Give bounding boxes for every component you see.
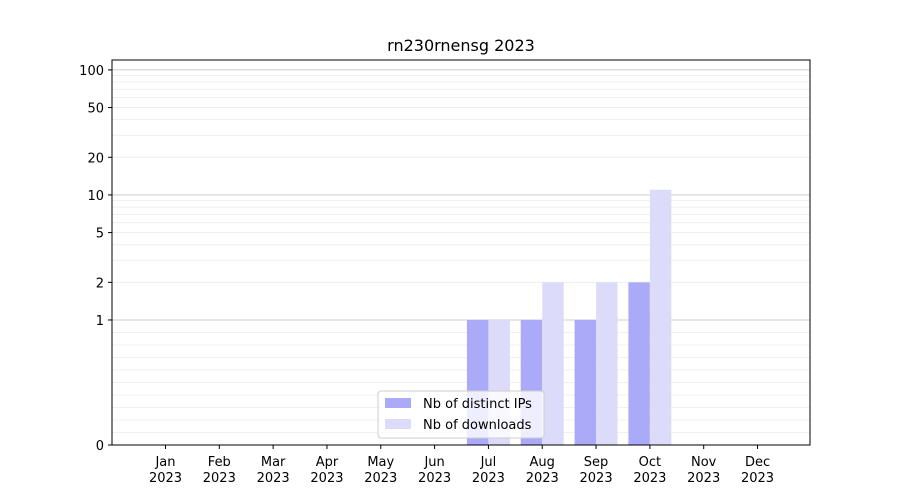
bar-downloads — [542, 282, 564, 445]
y-tick-label: 20 — [87, 151, 104, 166]
x-tick-label-year: 2023 — [633, 471, 666, 486]
bar-downloads — [649, 189, 672, 445]
x-tick-label-year: 2023 — [418, 471, 451, 486]
legend-label-downloads: Nb of downloads — [423, 418, 532, 433]
y-tick-label: 1 — [96, 314, 104, 329]
chart-title: rn230rnensg 2023 — [387, 36, 535, 55]
x-tick-label-year: 2023 — [687, 471, 720, 486]
x-tick-label-month: Aug — [530, 455, 555, 470]
legend-swatch-distinct-ips — [385, 398, 411, 408]
x-tick-label-year: 2023 — [580, 471, 613, 486]
x-tick-label-year: 2023 — [257, 471, 290, 486]
y-tick-label: 100 — [79, 64, 104, 79]
bar-distinct-ips — [628, 282, 650, 445]
x-tick-label-year: 2023 — [310, 471, 343, 486]
legend: Nb of distinct IPs Nb of downloads — [377, 390, 545, 439]
x-tick-label-year: 2023 — [526, 471, 559, 486]
x-tick-label-month: Nov — [691, 455, 717, 470]
legend-box — [377, 390, 545, 439]
y-axis: 0 1 2 5 10 20 50 100 — [79, 64, 112, 454]
bar-distinct-ips — [574, 319, 597, 445]
legend-label-distinct-ips: Nb of distinct IPs — [423, 397, 532, 412]
y-tick-label: 50 — [87, 102, 104, 117]
x-tick-label-month: Jun — [423, 455, 444, 470]
plot-frame — [111, 59, 811, 446]
bar-downloads — [596, 282, 618, 445]
x-tick-label-month: Mar — [261, 455, 286, 470]
x-tick-label-year: 2023 — [741, 471, 774, 486]
x-tick-label-month: Apr — [316, 455, 339, 470]
x-tick-label-month: Jul — [480, 455, 497, 470]
x-tick-label-month: Oct — [639, 455, 661, 470]
x-tick-label-year: 2023 — [149, 471, 182, 486]
x-tick-label-month: Dec — [745, 455, 770, 470]
grid-lines — [112, 69, 810, 433]
y-tick-label: 5 — [96, 227, 104, 242]
x-tick-label-year: 2023 — [472, 471, 505, 486]
x-tick-label-month: Sep — [584, 455, 609, 470]
x-tick-label-year: 2023 — [364, 471, 397, 486]
y-tick-label: 0 — [96, 439, 104, 454]
legend-swatch-downloads — [385, 419, 411, 429]
y-tick-label: 2 — [96, 276, 104, 291]
x-axis: Jan2023Feb2023Mar2023Apr2023May2023Jun20… — [149, 445, 774, 486]
y-tick-label: 10 — [87, 189, 104, 204]
x-tick-label-month: Jan — [154, 455, 175, 470]
x-tick-label-month: Feb — [208, 455, 231, 470]
x-tick-label-year: 2023 — [203, 471, 236, 486]
x-tick-label-month: May — [367, 455, 394, 470]
